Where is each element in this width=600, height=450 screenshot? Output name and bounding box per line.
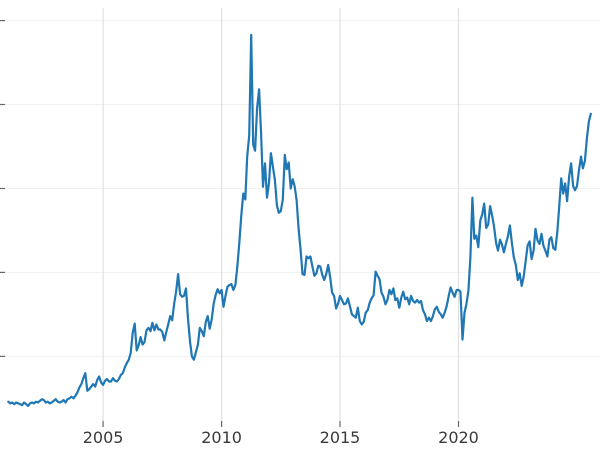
price-line [7, 33, 592, 407]
x-tick-label-2010: 2010 [201, 428, 242, 447]
x-tick-label-2020: 2020 [438, 428, 479, 447]
x-tick-label-2015: 2015 [320, 428, 361, 447]
x-tick-label-2005: 2005 [83, 428, 124, 447]
